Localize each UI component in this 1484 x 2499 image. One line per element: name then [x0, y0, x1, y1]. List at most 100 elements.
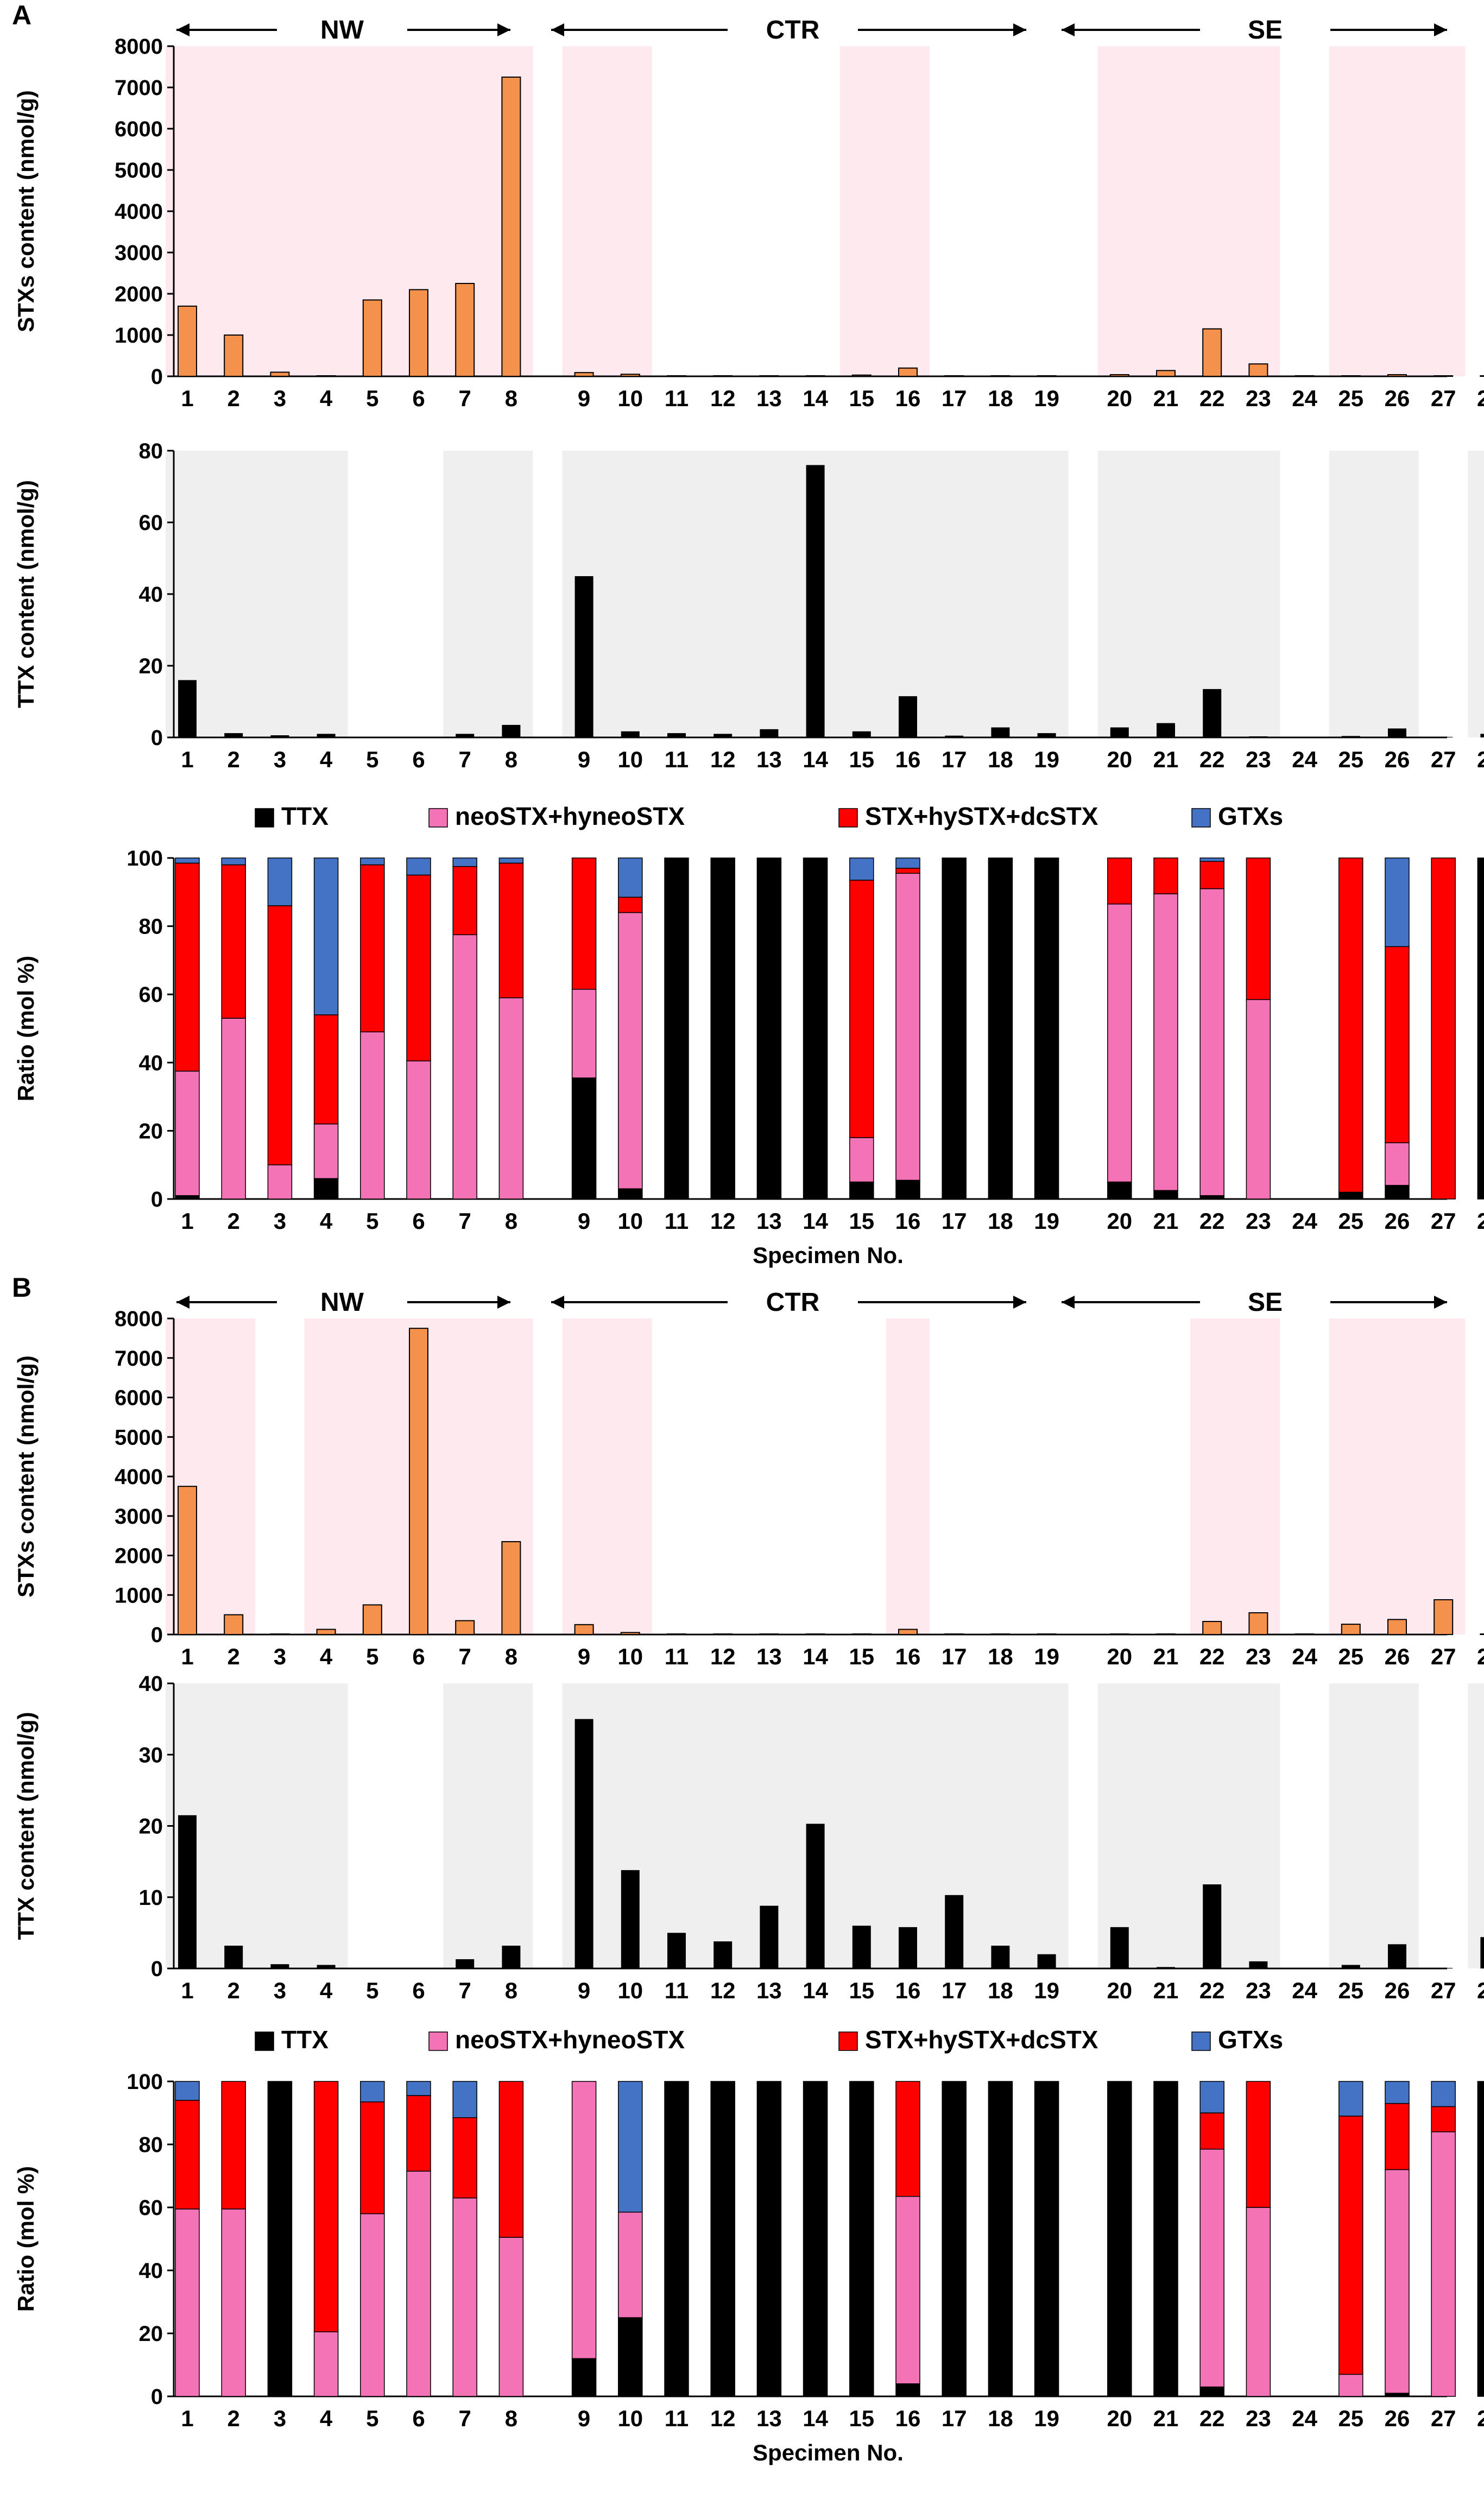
x-tick-label: 6: [412, 386, 425, 411]
x-tick-label: 23: [1246, 747, 1271, 772]
bar-segment: [895, 2081, 920, 2197]
y-tick-label: 20: [139, 1119, 163, 1143]
bar: [178, 1815, 197, 1968]
bar-segment: [1107, 904, 1132, 1183]
bar-segment: [664, 857, 689, 1200]
x-tick-label: 18: [988, 747, 1013, 772]
shaded-band: [1329, 1318, 1466, 1635]
panel-label: B: [12, 1272, 31, 1303]
shaded-band: [1468, 451, 1484, 737]
bar: [409, 289, 428, 377]
x-axis-label: Specimen No.: [753, 2440, 904, 2465]
bar: [317, 734, 336, 737]
bar-segment: [313, 857, 339, 1015]
bar: [1294, 1633, 1315, 1635]
shaded-band: [1190, 1318, 1280, 1635]
x-tick-label: 15: [849, 1208, 874, 1234]
shaded-band: [1468, 1683, 1484, 1968]
x-tick-label: 16: [895, 1644, 921, 1669]
bar: [1387, 374, 1407, 377]
x-tick-label: 24: [1292, 1644, 1317, 1669]
bar: [224, 335, 244, 377]
y-axis-label: TTX content (nmol/g): [13, 480, 39, 708]
bar-segment: [267, 905, 293, 1165]
bar: [1110, 727, 1129, 737]
bar: [898, 367, 918, 377]
bar-segment: [267, 1164, 293, 1200]
x-tick-label: 12: [710, 1208, 736, 1234]
legend-swatch: [1191, 808, 1211, 828]
x-tick-label: 9: [578, 1644, 590, 1669]
x-tick-label: 6: [412, 1978, 425, 2003]
x-tick-label: 28: [1477, 747, 1484, 772]
y-axis-label: TTX content (nmol/g): [13, 1712, 39, 1940]
legend-label: neoSTX+hyneoSTX: [455, 2025, 685, 2054]
x-tick-label: 19: [1034, 1644, 1059, 1669]
y-tick-label: 20: [139, 2322, 163, 2346]
bar: [178, 305, 197, 377]
panel-a-stx-chart: 0 1000 2000 3000 4000 5000 6000 7000 8000 STXs co…: [13, 35, 1484, 411]
bar: [1480, 1633, 1484, 1635]
bar-segment: [1153, 2081, 1178, 2397]
x-tick-label: 2: [228, 1644, 240, 1669]
x-tick-label: 21: [1153, 1644, 1179, 1669]
bar: [224, 1946, 243, 1968]
bar-segment: [1246, 2207, 1271, 2397]
legend-label: neoSTX+hyneoSTX: [455, 802, 685, 830]
bar: [1109, 1633, 1129, 1635]
region-label: CTR: [766, 1288, 820, 1317]
x-tick-label: 5: [366, 386, 378, 411]
x-tick-label: 25: [1338, 1978, 1363, 2003]
x-tick-label: 28: [1477, 386, 1484, 411]
bar-segment: [313, 2331, 339, 2397]
bar: [1037, 1954, 1056, 1968]
x-tick-label: 17: [942, 1208, 967, 1234]
x-tick-label: 26: [1385, 1644, 1410, 1669]
bar-segment: [849, 2081, 874, 2397]
bar: [1480, 734, 1484, 737]
x-tick-label: 22: [1199, 2406, 1225, 2431]
x-tick-label: 14: [803, 1644, 828, 1669]
arrow-head-right: [497, 1296, 510, 1309]
bar-segment: [988, 857, 1013, 1200]
bar-segment: [1246, 2081, 1271, 2208]
bar-segment: [895, 2195, 920, 2384]
bar-segment: [175, 2081, 200, 2101]
bar-segment: [452, 934, 477, 1200]
bar-segment: [175, 1070, 200, 1196]
bar-segment: [313, 1178, 339, 1200]
bar-segment: [1431, 2106, 1456, 2132]
x-tick-label: 17: [942, 386, 967, 411]
bar-segment: [406, 2095, 431, 2172]
bar: [945, 735, 964, 737]
y-tick-label: 3000: [115, 241, 163, 265]
x-tick-label: 3: [274, 1978, 286, 2003]
bar-segment: [1385, 2103, 1410, 2170]
bar-segment: [360, 857, 385, 866]
region-label: CTR: [766, 16, 820, 45]
bar: [409, 1328, 428, 1635]
y-axis-label: Ratio (mol %): [13, 956, 39, 1101]
bar-segment: [406, 874, 431, 1062]
bar-segment: [175, 862, 200, 1072]
arrow-head-left: [1062, 1296, 1075, 1309]
bar: [1109, 374, 1129, 377]
bar-segment: [1477, 857, 1484, 1200]
legend-label: STX+hySTX+dcSTX: [865, 2025, 1098, 2054]
bar-segment: [1199, 861, 1224, 889]
bar-segment: [803, 857, 828, 1200]
bar: [1388, 728, 1406, 737]
bar-segment: [849, 857, 874, 881]
bar-segment: [221, 2081, 246, 2210]
bar: [178, 1486, 197, 1635]
y-tick-label: 60: [139, 2196, 163, 2220]
bar-segment: [1431, 857, 1456, 1200]
x-tick-label: 24: [1292, 1978, 1317, 2003]
bar: [270, 1633, 290, 1635]
bar: [456, 1959, 475, 1968]
y-tick-label: 20: [139, 654, 163, 678]
arrow-head-left: [551, 1296, 564, 1309]
x-tick-label: 17: [942, 747, 967, 772]
x-tick-label: 8: [505, 2406, 517, 2431]
